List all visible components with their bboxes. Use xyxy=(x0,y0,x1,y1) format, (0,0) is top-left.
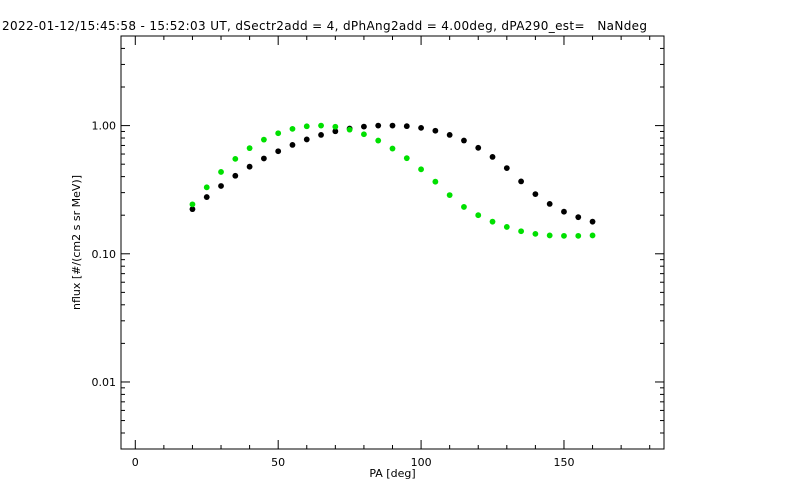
series-2-point xyxy=(303,123,310,130)
series-1-point xyxy=(518,178,525,185)
series-2-point xyxy=(432,178,439,185)
series-2-point xyxy=(503,224,510,230)
series-1-point xyxy=(289,142,296,148)
series-2-point xyxy=(489,218,496,225)
series-1-point xyxy=(232,172,239,179)
series-2-point xyxy=(346,126,353,133)
series-2-point xyxy=(532,230,539,237)
series-1-point xyxy=(203,194,210,200)
series-2-point xyxy=(289,125,296,132)
series-1-point xyxy=(489,153,496,160)
series-1-point xyxy=(561,208,567,215)
x-tick-label: 50 xyxy=(271,456,285,469)
series-1-point xyxy=(189,206,196,213)
series-2-point xyxy=(589,232,596,239)
x-tick-label: 0 xyxy=(132,456,139,469)
series-1-point xyxy=(589,218,596,225)
series-1-point xyxy=(461,137,467,144)
series-1-point xyxy=(503,165,510,172)
chart-title: 2022-01-12/15:45:58 - 15:52:03 UT, dSect… xyxy=(2,19,648,33)
series-2-point xyxy=(546,232,553,239)
series-1-point xyxy=(375,122,382,129)
series-1-point xyxy=(332,128,339,135)
series-1-point xyxy=(546,201,553,207)
series-2-point xyxy=(575,232,582,239)
series-2-point xyxy=(375,137,382,144)
series-1-point xyxy=(575,214,582,221)
series-2-point xyxy=(389,145,396,152)
series-1-point xyxy=(532,191,539,198)
series-1-point xyxy=(303,136,310,143)
series-2-point xyxy=(361,131,367,138)
series-1-point xyxy=(403,123,410,130)
series-2-point xyxy=(189,201,196,208)
y-axis-label: nflux [#/(cm2 s sr MeV)] xyxy=(70,175,83,310)
series-2-point xyxy=(518,228,525,235)
x-tick-label: 150 xyxy=(553,456,574,469)
series-1-point xyxy=(475,144,482,151)
series-1-point xyxy=(275,148,282,155)
series-1-point xyxy=(418,124,424,131)
series-1-point xyxy=(446,132,453,138)
plot-frame xyxy=(120,35,665,450)
series-2-point xyxy=(275,130,282,137)
series-1-point xyxy=(389,122,396,129)
x-axis-label: PA [deg] xyxy=(369,467,415,480)
series-2-point xyxy=(246,145,253,152)
series-1-point xyxy=(432,127,439,134)
series-2-point xyxy=(218,169,224,175)
series-2-point xyxy=(203,184,210,191)
series-2-point xyxy=(232,155,239,162)
series-1-point xyxy=(361,123,367,130)
series-2-point xyxy=(475,212,482,219)
y-tick-label: 0.10 xyxy=(92,248,117,261)
series-2-point xyxy=(403,155,410,162)
y-tick-label: 1.00 xyxy=(92,120,117,133)
series-2-point xyxy=(332,123,339,130)
series-2-point xyxy=(318,122,324,129)
series-2-point xyxy=(260,136,267,143)
x-tick-label: 100 xyxy=(411,456,432,469)
series-1-point xyxy=(318,132,324,138)
series-2-point xyxy=(446,192,453,198)
y-tick-label: 0.01 xyxy=(92,376,117,389)
series-2-point xyxy=(418,166,424,173)
series-1-point xyxy=(246,163,253,170)
series-1-point xyxy=(218,183,224,189)
series-2-point xyxy=(561,232,567,239)
series-1-point xyxy=(260,155,267,162)
series-2-point xyxy=(461,204,467,210)
